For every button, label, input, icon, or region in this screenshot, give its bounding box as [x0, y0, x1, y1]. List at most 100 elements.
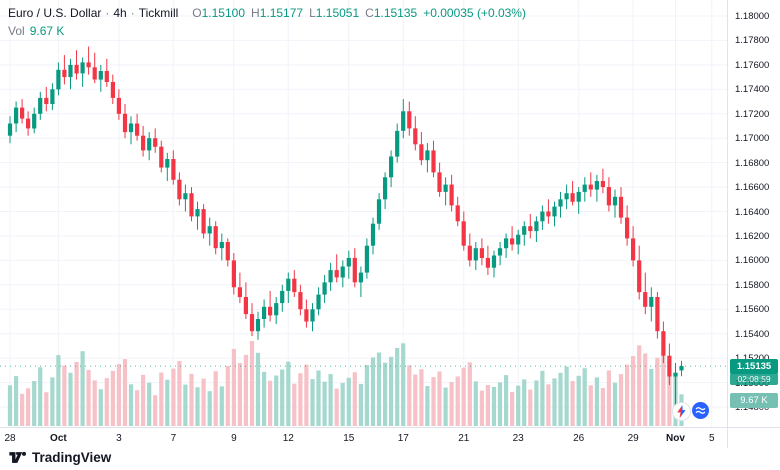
candle-body — [449, 184, 454, 206]
volume-bar — [552, 378, 557, 426]
candle-body — [395, 130, 400, 157]
volume-bar — [268, 380, 273, 426]
chart-legend[interactable]: Euro / U.S. Dollar · 4h · Tickmill O1.15100 H1… — [8, 6, 526, 20]
candle-body — [86, 62, 91, 68]
time-tick: 29 — [627, 433, 639, 444]
volume-bar — [44, 392, 49, 426]
candle-body — [171, 159, 176, 180]
candle-body — [479, 248, 484, 258]
price-tick: 1.16600 — [735, 182, 770, 194]
volume-bar — [540, 370, 545, 426]
volume-axis-badge: 9.67 K — [730, 393, 778, 408]
candle-body — [588, 184, 593, 190]
interval-label[interactable]: 4h — [113, 6, 127, 20]
volume-bar — [370, 357, 376, 426]
candle-body — [576, 191, 581, 202]
candle-body — [467, 245, 472, 261]
volume-bar — [225, 365, 230, 426]
candle-body — [570, 193, 575, 202]
volume-bar — [389, 356, 394, 426]
candle-body — [32, 113, 37, 129]
open-value: 1.15100 — [201, 6, 246, 20]
lightning-icon — [677, 405, 686, 418]
volume-bar — [195, 387, 200, 426]
volume-bar — [201, 378, 206, 426]
volume-bar — [413, 374, 418, 426]
volume-bar — [383, 362, 388, 426]
candle-body — [625, 217, 630, 239]
time-tick: Nov — [666, 433, 685, 444]
time-tick: 7 — [170, 433, 177, 444]
candle-body — [510, 238, 515, 245]
volume-bar — [262, 371, 267, 426]
volume-bar — [419, 369, 424, 426]
price-tick: 1.17400 — [735, 84, 770, 96]
candle-body — [667, 355, 672, 377]
time-tick: 12 — [282, 433, 294, 444]
volume-bar — [667, 360, 672, 426]
close-label: C — [365, 6, 374, 20]
indicator-badge-icon[interactable] — [692, 402, 709, 419]
volume-bar — [401, 343, 406, 426]
volume-bar — [612, 382, 618, 426]
candle-body — [213, 226, 218, 249]
volume-bar — [461, 367, 466, 426]
symbol-title[interactable]: Euro / U.S. Dollar — [8, 6, 102, 20]
candle-body — [425, 150, 430, 161]
volume-bar — [316, 370, 321, 426]
volume-bar — [600, 387, 605, 426]
candle-body — [364, 245, 369, 273]
volume-bar — [588, 385, 593, 426]
volume-bar — [631, 356, 636, 426]
bar-countdown-badge: 02:08:59 — [730, 373, 778, 386]
candle-body — [358, 272, 363, 283]
candle-body — [443, 184, 448, 192]
candle-body — [292, 278, 297, 293]
candle-body — [497, 248, 503, 256]
candle-body — [564, 193, 569, 200]
price-scale[interactable]: 1.15135 02:08:59 9.67 K 1.18000 1.17800 1.… — [727, 0, 780, 427]
ohlc-readout: O1.15100 H1.15177 L1.15051 C1.15135 +0.00035… — [186, 6, 526, 20]
volume-bar — [449, 382, 454, 426]
volume-bar — [328, 374, 333, 426]
candle-body — [262, 306, 267, 319]
volume-bar — [135, 390, 140, 426]
candle-body — [104, 71, 109, 82]
volume-bar — [116, 364, 121, 426]
candle-body — [225, 242, 230, 261]
price-tick: 1.16800 — [735, 157, 770, 169]
low-value: 1.15051 — [315, 6, 360, 20]
candle-body — [286, 278, 291, 291]
volume-bar — [661, 349, 666, 426]
volume-bar — [376, 352, 382, 426]
candle-body — [558, 199, 563, 207]
candle-body — [437, 172, 442, 192]
provider-label: Tickmill — [138, 6, 179, 20]
candle-body — [26, 118, 31, 129]
volume-bar — [110, 370, 115, 426]
volume-legend[interactable]: Vol 9.67 K — [8, 24, 64, 38]
tradingview-brand[interactable]: TradingView — [8, 450, 111, 465]
candle-body — [7, 123, 13, 136]
volume-bar — [32, 381, 37, 426]
candle-body — [280, 290, 285, 304]
price-tick: 1.15800 — [735, 279, 770, 291]
time-scale[interactable]: 28 Oct 3 7 9 12 15 17 21 23 26 29 Nov 5 — [0, 427, 727, 449]
volume-bar — [153, 395, 158, 426]
candle-body — [631, 238, 636, 261]
candle-body — [14, 107, 19, 124]
candle-body — [231, 260, 236, 288]
candle-body — [594, 181, 599, 190]
candle-body — [80, 62, 85, 74]
chart-area[interactable] — [0, 0, 727, 427]
volume-bar — [20, 393, 25, 426]
price-tick: 1.16200 — [735, 230, 770, 242]
candle-body — [147, 138, 152, 151]
candle-body — [92, 67, 97, 80]
boost-flash-icon[interactable] — [672, 402, 691, 421]
volume-bar — [637, 345, 642, 426]
candle-body — [98, 71, 103, 80]
volume-bar — [594, 377, 599, 426]
candle-body — [401, 111, 406, 131]
